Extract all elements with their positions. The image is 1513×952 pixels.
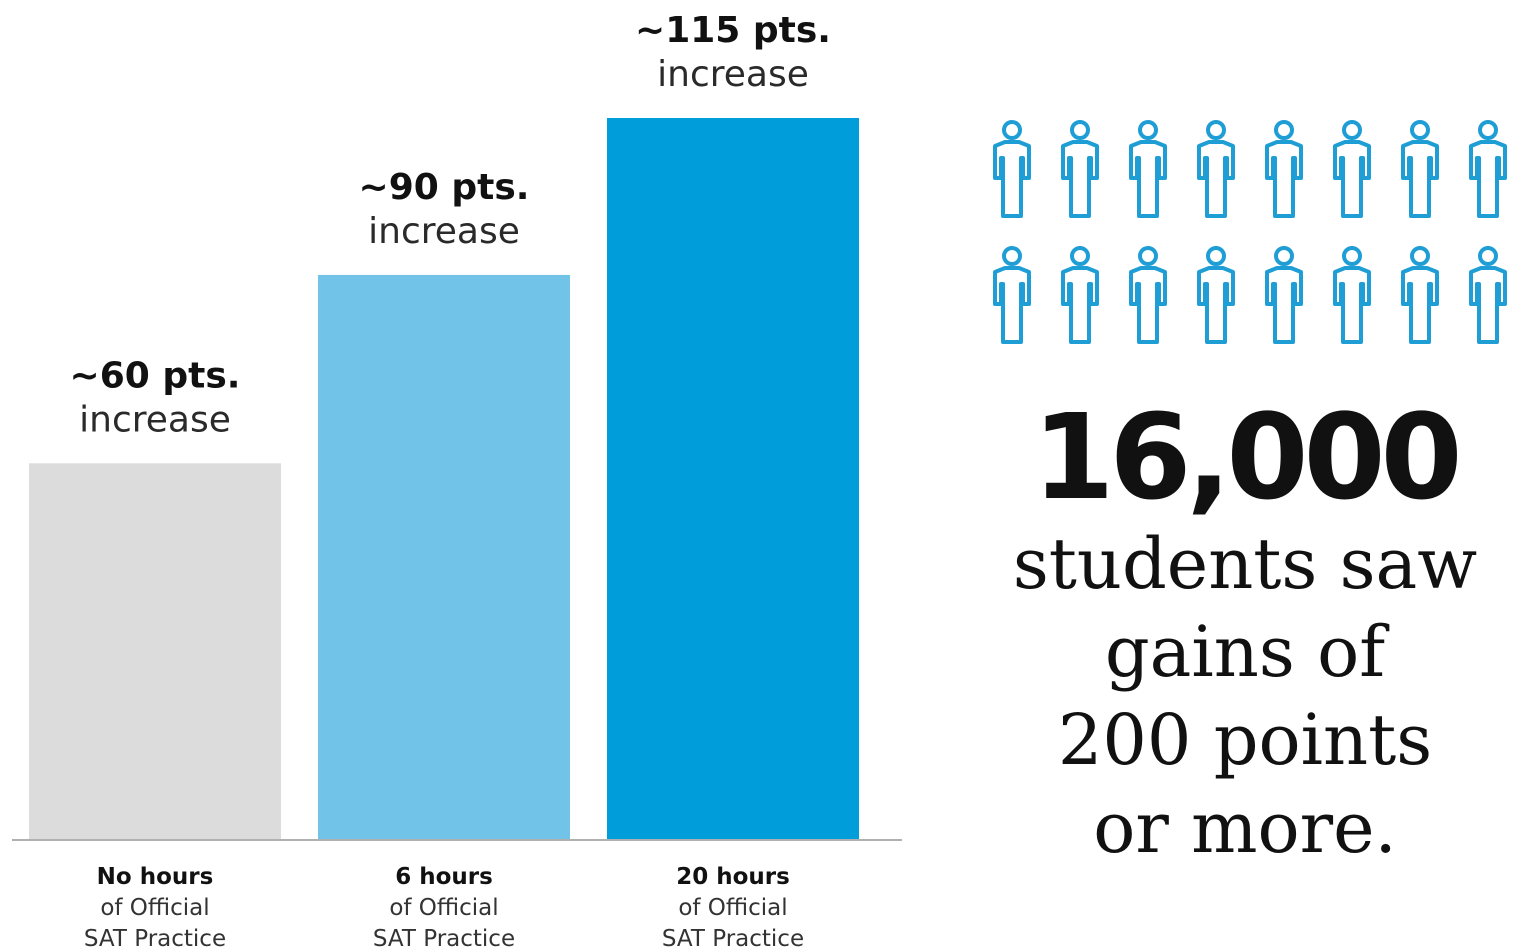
person-outline-icon [1469, 120, 1507, 218]
person-outline-icon [1401, 246, 1439, 344]
category-label: SAT Practice [84, 926, 226, 952]
person-outline-icon [993, 120, 1031, 218]
stat-callout: 16,000 students saw gains of 200 points … [970, 392, 1513, 872]
stat-line: or more. [1093, 787, 1397, 869]
bar [607, 118, 859, 840]
category-label: No hours [97, 864, 214, 890]
person-outline-icon [1197, 246, 1235, 344]
bar [29, 463, 281, 840]
category-label: SAT Practice [373, 926, 515, 952]
person-outline-icon [1061, 246, 1099, 344]
bar-value-label: ~60 pts. [70, 355, 241, 396]
category-label: 20 hours [676, 864, 790, 890]
person-outline-icon [1333, 120, 1371, 218]
people-icon-grid [993, 120, 1507, 344]
person-outline-icon [1333, 246, 1371, 344]
category-label: of Official [678, 895, 787, 921]
stat-line: gains of [1104, 611, 1386, 693]
person-outline-icon [1129, 246, 1167, 344]
person-outline-icon [1265, 120, 1303, 218]
category-label: of Official [389, 895, 498, 921]
person-outline-icon [993, 246, 1031, 344]
bar-value-suffix: increase [657, 54, 809, 95]
person-outline-icon [1401, 120, 1439, 218]
person-outline-icon [1129, 120, 1167, 218]
person-outline-icon [1265, 246, 1303, 344]
person-outline-icon [1469, 246, 1507, 344]
category-label: of Official [100, 895, 209, 921]
stat-description: students saw gains of 200 points or more… [970, 520, 1513, 872]
bar-value-suffix: increase [79, 399, 231, 440]
bar-value-suffix: increase [368, 211, 520, 252]
bar [318, 274, 570, 840]
bar-value-label: ~115 pts. [635, 10, 831, 51]
stat-line: 200 points [1057, 699, 1433, 781]
category-label: SAT Practice [662, 926, 804, 952]
person-outline-icon [1061, 120, 1099, 218]
stat-number: 16,000 [1032, 388, 1462, 526]
person-outline-icon [1197, 120, 1235, 218]
bar-value-label: ~90 pts. [359, 167, 530, 208]
category-label: 6 hours [395, 864, 493, 890]
stat-line: students saw [1012, 523, 1478, 605]
